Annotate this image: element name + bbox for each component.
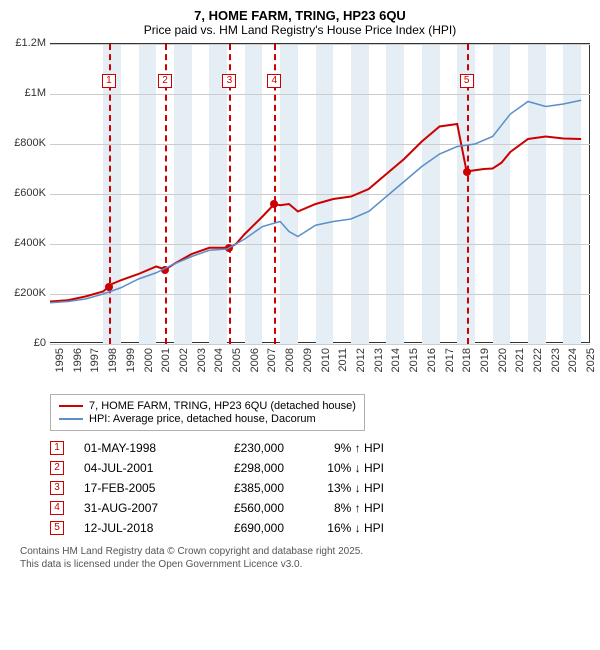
x-axis-label: 2010: [320, 348, 332, 388]
x-axis-label: 2002: [178, 348, 190, 388]
x-axis-label: 2012: [355, 348, 367, 388]
events-table: 1 01-MAY-1998 £230,000 9% ↑ HPI 2 04-JUL-2001…: [50, 441, 590, 535]
series-svg: [50, 44, 590, 344]
event-number-box: 4: [50, 501, 64, 515]
footer: Contains HM Land Registry data © Crown c…: [20, 545, 590, 571]
event-pct: 9% ↑ HPI: [304, 441, 384, 455]
y-axis-label: £800K: [10, 137, 46, 149]
event-pct: 8% ↑ HPI: [304, 501, 384, 515]
event-date: 01-MAY-1998: [84, 441, 184, 455]
x-axis-label: 1995: [54, 348, 66, 388]
x-axis-label: 1996: [72, 348, 84, 388]
y-axis-label: £0: [10, 337, 46, 349]
y-axis-label: £400K: [10, 237, 46, 249]
series-line: [50, 100, 581, 303]
event-row: 4 31-AUG-2007 £560,000 8% ↑ HPI: [50, 501, 590, 515]
x-axis-label: 2005: [231, 348, 243, 388]
x-axis-label: 2013: [373, 348, 385, 388]
y-axis-label: £600K: [10, 187, 46, 199]
event-price: £690,000: [204, 521, 284, 535]
event-pct: 16% ↓ HPI: [304, 521, 384, 535]
legend-item: 7, HOME FARM, TRING, HP23 6QU (detached …: [59, 400, 356, 412]
x-axis-label: 2022: [532, 348, 544, 388]
x-axis-label: 2018: [461, 348, 473, 388]
series-line: [50, 124, 581, 302]
x-axis-label: 2003: [196, 348, 208, 388]
x-axis-label: 2020: [497, 348, 509, 388]
event-row: 1 01-MAY-1998 £230,000 9% ↑ HPI: [50, 441, 590, 455]
footer-line-1: Contains HM Land Registry data © Crown c…: [20, 545, 590, 558]
event-date: 31-AUG-2007: [84, 501, 184, 515]
chart-container: 7, HOME FARM, TRING, HP23 6QU Price paid…: [0, 0, 600, 650]
x-axis-label: 2025: [585, 348, 597, 388]
event-number-box: 5: [50, 521, 64, 535]
chart-area: 12345 £0£200K£400K£600K£800K£1M£1.2M1995…: [10, 43, 590, 388]
event-row: 2 04-JUL-2001 £298,000 10% ↓ HPI: [50, 461, 590, 475]
chart-subtitle: Price paid vs. HM Land Registry's House …: [10, 23, 590, 37]
y-axis-label: £200K: [10, 287, 46, 299]
event-date: 17-FEB-2005: [84, 481, 184, 495]
event-date: 04-JUL-2001: [84, 461, 184, 475]
x-axis-label: 2011: [337, 348, 349, 388]
event-date: 12-JUL-2018: [84, 521, 184, 535]
y-axis-label: £1M: [10, 87, 46, 99]
event-pct: 13% ↓ HPI: [304, 481, 384, 495]
gridline: [50, 344, 590, 345]
x-axis-label: 2001: [160, 348, 172, 388]
event-row: 5 12-JUL-2018 £690,000 16% ↓ HPI: [50, 521, 590, 535]
chart-title: 7, HOME FARM, TRING, HP23 6QU: [10, 8, 590, 23]
x-axis-label: 2015: [408, 348, 420, 388]
x-axis-label: 2004: [213, 348, 225, 388]
legend-swatch: [59, 405, 83, 407]
x-axis-label: 2019: [479, 348, 491, 388]
x-axis-label: 2009: [302, 348, 314, 388]
event-pct: 10% ↓ HPI: [304, 461, 384, 475]
legend-label: HPI: Average price, detached house, Daco…: [89, 413, 316, 425]
legend: 7, HOME FARM, TRING, HP23 6QU (detached …: [50, 394, 365, 431]
x-axis-label: 1999: [125, 348, 137, 388]
x-axis-label: 2014: [390, 348, 402, 388]
x-axis-label: 2007: [266, 348, 278, 388]
event-number-box: 2: [50, 461, 64, 475]
event-price: £560,000: [204, 501, 284, 515]
x-axis-label: 2017: [444, 348, 456, 388]
legend-swatch: [59, 418, 83, 420]
x-axis-label: 2021: [514, 348, 526, 388]
event-row: 3 17-FEB-2005 £385,000 13% ↓ HPI: [50, 481, 590, 495]
x-axis-label: 2024: [567, 348, 579, 388]
footer-line-2: This data is licensed under the Open Gov…: [20, 558, 590, 571]
x-axis-label: 2000: [143, 348, 155, 388]
legend-item: HPI: Average price, detached house, Daco…: [59, 413, 356, 425]
event-number-box: 3: [50, 481, 64, 495]
x-axis-label: 1998: [107, 348, 119, 388]
event-price: £298,000: [204, 461, 284, 475]
legend-label: 7, HOME FARM, TRING, HP23 6QU (detached …: [89, 400, 356, 412]
event-number-box: 1: [50, 441, 64, 455]
event-price: £385,000: [204, 481, 284, 495]
y-axis-label: £1.2M: [10, 37, 46, 49]
x-axis-label: 1997: [89, 348, 101, 388]
event-price: £230,000: [204, 441, 284, 455]
plot-area: 12345: [50, 43, 590, 343]
x-axis-label: 2016: [426, 348, 438, 388]
x-axis-label: 2006: [249, 348, 261, 388]
x-axis-label: 2023: [550, 348, 562, 388]
x-axis-label: 2008: [284, 348, 296, 388]
